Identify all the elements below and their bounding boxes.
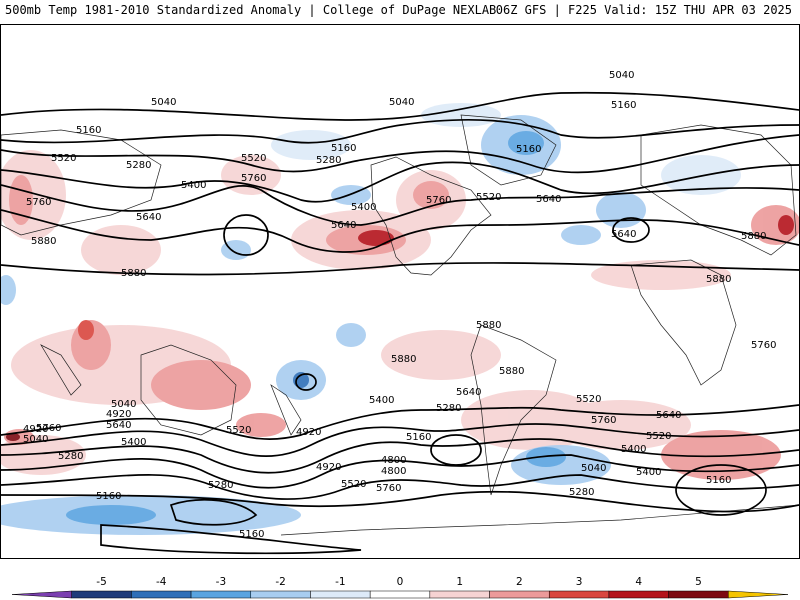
anomaly-map: 5040 5040 5040 5160 5160 5160 5520 5280 … — [1, 70, 799, 555]
contour-label: 5760 — [751, 340, 776, 351]
colorbar-tick-label: -5 — [96, 576, 106, 588]
contour-label: 5280 — [569, 487, 594, 498]
colorbar: -5 -4 -3 -2 -1 0 1 2 3 4 5 — [11, 576, 789, 599]
colorbar-tick-label: 1 — [456, 576, 463, 588]
contour-label: 4920 — [23, 424, 48, 435]
contour-label: 5280 — [208, 480, 233, 491]
contour-label: 5880 — [391, 354, 416, 365]
contour-label: 5040 — [151, 97, 176, 108]
contour-label: 5280 — [58, 451, 83, 462]
contour-label: 5400 — [636, 467, 661, 478]
contour-label: 5160 — [406, 432, 431, 443]
contour-label: 5880 — [31, 236, 56, 247]
colorbar-tick-label: 0 — [397, 576, 404, 588]
contour-label: 4920 — [106, 409, 131, 420]
colorbar-segment — [548, 590, 610, 599]
contour-label: 5520 — [241, 153, 266, 164]
colorbar-tick-label: 5 — [695, 576, 702, 588]
contour-label: 5280 — [316, 155, 341, 166]
contour-label: 5880 — [706, 274, 731, 285]
contour-label: 5160 — [516, 144, 541, 155]
colorbar-tick-label: -3 — [216, 576, 226, 588]
contour-label: 5040 — [609, 70, 634, 81]
contour-label: 5640 — [456, 387, 481, 398]
contour-label: 5160 — [239, 529, 264, 540]
contour-label: 5760 — [26, 197, 51, 208]
contour-label: 5760 — [376, 483, 401, 494]
colorbar-segment — [190, 590, 252, 599]
contour-label: 5760 — [36, 423, 61, 434]
contour-label: 5520 — [576, 394, 601, 405]
colorbar-tick-label: 4 — [635, 576, 642, 588]
contour-label: 5400 — [621, 444, 646, 455]
model-run-info: 06Z GFS | F225 Valid: 15Z THU APR 03 202… — [495, 3, 792, 17]
colorbar-segment — [429, 590, 490, 599]
contour-label: 4920 — [316, 462, 341, 473]
contour-label: 5040 — [111, 399, 136, 410]
contour-label: 5880 — [499, 366, 524, 377]
contour-label: 5640 — [611, 229, 636, 240]
warm-anomaly-shading — [1, 150, 799, 480]
colorbar-tick-label: -4 — [156, 576, 167, 588]
colorbar-segment — [71, 590, 132, 599]
contour-label: 5160 — [331, 143, 356, 154]
map-panel: 5040 5040 5040 5160 5160 5160 5520 5280 … — [0, 24, 800, 559]
colorbar-tick-label: -2 — [275, 576, 285, 588]
contour-label: 5520 — [226, 425, 251, 436]
contour-label: 5520 — [476, 192, 501, 203]
colorbar-segment — [608, 590, 669, 599]
contour-label: 5880 — [476, 320, 501, 331]
contour-label: 5400 — [181, 180, 206, 191]
colorbar-ticks: -5 -4 -3 -2 -1 0 1 2 3 4 5 — [96, 576, 702, 588]
contour-label: 5280 — [126, 160, 151, 171]
colorbar-extend-arrow — [728, 590, 789, 599]
contour-label: 4920 — [296, 427, 321, 438]
contour-label: 4800 — [381, 466, 406, 477]
contour-label: 5760 — [426, 195, 451, 206]
colorbar-tick-label: 3 — [576, 576, 583, 588]
contour-label: 5520 — [51, 153, 76, 164]
colorbar-extend-arrow — [11, 590, 72, 599]
coastlines — [1, 114, 799, 536]
contour-label: 5160 — [706, 475, 731, 486]
contour-label: 5760 — [241, 173, 266, 184]
contour-label: 5640 — [331, 220, 356, 231]
contour-label: 5760 — [591, 415, 616, 426]
colorbar-segment — [310, 590, 371, 599]
contour-label: 4800 — [381, 455, 406, 466]
colorbar-segment — [369, 590, 431, 599]
contour-label: 5640 — [656, 410, 681, 421]
contour-label: 5160 — [611, 100, 636, 111]
colorbar-tick-label: 2 — [516, 576, 523, 588]
contour-label: 5640 — [106, 420, 131, 431]
contour-label: 5640 — [536, 194, 561, 205]
contour-label: 5040 — [389, 97, 414, 108]
colorbar-segment — [131, 590, 192, 599]
contour-label: 5400 — [369, 395, 394, 406]
contour-label: 5040 — [23, 434, 48, 445]
colorbar-segment — [489, 590, 550, 599]
height-contours — [1, 91, 799, 555]
contour-label: 5160 — [76, 125, 101, 136]
colorbar-segment — [668, 590, 729, 599]
contour-label: 5520 — [341, 479, 366, 490]
contour-label: 5640 — [136, 212, 161, 223]
colorbar-tick-label: -1 — [335, 576, 345, 588]
contour-label: 5520 — [646, 431, 671, 442]
map-title: 500mb Temp 1981-2010 Standardized Anomal… — [5, 3, 497, 17]
colorbar-segments — [11, 590, 789, 599]
contour-label: 5880 — [741, 231, 766, 242]
contour-label: 5040 — [581, 463, 606, 474]
contour-label: 5880 — [121, 268, 146, 279]
contour-labels: 5040 5040 5040 5160 5160 5160 5520 5280 … — [23, 70, 776, 540]
contour-label: 5400 — [351, 202, 376, 213]
contour-label: 5280 — [436, 403, 461, 414]
contour-label: 5160 — [96, 491, 121, 502]
contour-label: 5400 — [121, 437, 146, 448]
colorbar-segment — [250, 590, 311, 599]
